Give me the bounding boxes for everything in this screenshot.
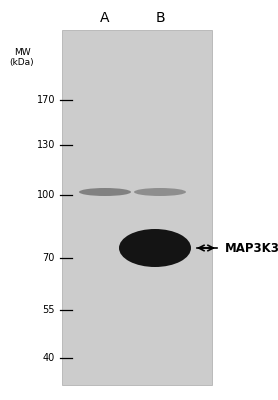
Text: 100: 100 [37,190,55,200]
Text: A: A [100,11,110,25]
Ellipse shape [119,229,191,267]
Text: MW
(kDa): MW (kDa) [10,48,34,67]
Text: 170: 170 [36,95,55,105]
Ellipse shape [134,188,186,196]
Bar [62,30,212,385]
Text: 130: 130 [37,140,55,150]
Text: 55: 55 [43,305,55,315]
Text: MAP3K3: MAP3K3 [225,242,278,254]
Text: B: B [155,11,165,25]
Ellipse shape [79,188,131,196]
Text: 70: 70 [43,253,55,263]
Text: 40: 40 [43,353,55,363]
